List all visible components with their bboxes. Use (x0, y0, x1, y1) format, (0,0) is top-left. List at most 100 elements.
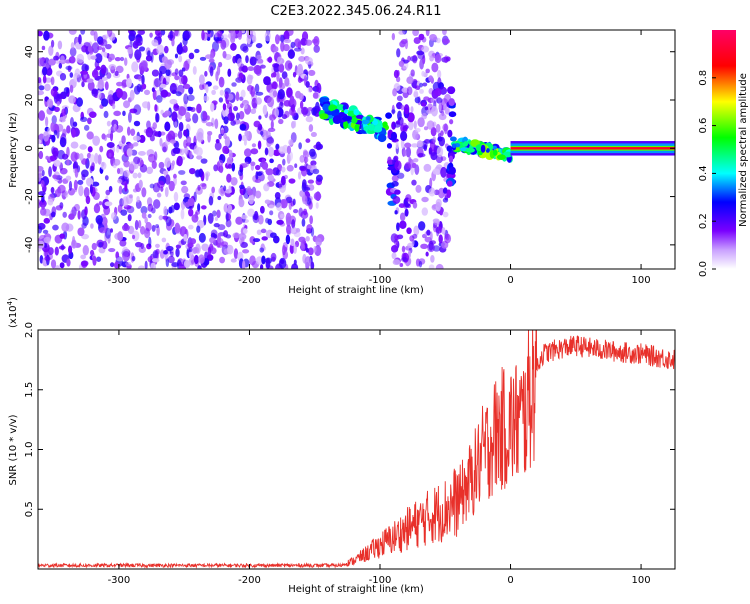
spectrogram-speckle (437, 132, 442, 138)
spectrogram-speckle (57, 93, 64, 100)
spectrogram-speckle (413, 37, 421, 44)
spectrogram-speckle (400, 104, 405, 111)
spectrogram-speckle (132, 172, 138, 179)
spectrogram-speckle (216, 209, 221, 219)
spectrogram-speckle (224, 91, 229, 100)
spectrogram-speckle (68, 30, 77, 35)
spectrogram-speckle (434, 88, 442, 97)
spectrogram-speckle (80, 30, 86, 35)
spectrogram-speckle (195, 147, 203, 157)
spectrogram-speckle (281, 71, 288, 80)
spectrogram-speckle (255, 256, 264, 265)
spectrogram-speckle (42, 75, 47, 84)
spectrogram-speckle (42, 131, 50, 142)
spectrogram-speckle (266, 96, 275, 108)
snr-y-ticks: 0.5 1.0 1.5 2.0 (24, 322, 675, 517)
spectrogram-speckle (274, 191, 281, 200)
spectrogram-speckle (197, 203, 201, 212)
spectrogram-speckle (309, 215, 314, 225)
spectrogram-speckle (126, 142, 134, 151)
spectrogram-speckle (71, 128, 76, 138)
colorbar: 0.0 0.2 0.4 0.6 0.8 Normalized spectral ampl… (698, 30, 749, 277)
spectrogram-speckle (75, 42, 83, 50)
spectrogram-speckle (205, 122, 214, 127)
spectrogram-speckle (417, 51, 425, 60)
spectrogram-speckle (165, 216, 172, 227)
spectrogram-speckle (169, 139, 177, 144)
spectrogram-speckle (97, 79, 105, 90)
spectrogram-speckle (132, 135, 141, 141)
spectrogram-speckle (246, 74, 253, 85)
spectrogram-speckle (89, 249, 95, 256)
spectrogram-speckle (87, 146, 93, 153)
spectrogram-speckle (100, 64, 107, 75)
spectrogram-speckle (267, 174, 275, 181)
spectrogram-speckle (307, 87, 313, 93)
spectrogram-speckle (270, 120, 274, 130)
spectrogram-speckle (144, 260, 148, 269)
snr-x-tick-label: 100 (632, 575, 651, 586)
spectrogram-speckle (54, 265, 61, 269)
spectrogram-speckle (293, 47, 302, 52)
spectrogram-speckle (164, 121, 171, 132)
spectrogram-speckle (101, 47, 106, 53)
spectrogram-speckle (267, 146, 275, 157)
spectrogram-speckle (293, 259, 297, 266)
spectrogram-speckle (49, 155, 57, 162)
spectrogram-speckle (210, 229, 218, 238)
spectrogram-speckle (146, 120, 151, 129)
spectrogram-speckle (439, 210, 443, 216)
spectrogram-speckle (235, 91, 240, 102)
spectrogram-speckle (275, 169, 281, 176)
spectrogram-speckle (249, 56, 257, 66)
spectrogram-speckle (123, 100, 131, 109)
spectrogram-speckle (240, 43, 248, 52)
spectrogram-speckle (230, 258, 237, 263)
spectrogram-region-signal (445, 86, 458, 187)
spectrogram-speckle (290, 238, 295, 247)
spectrogram-speckle (89, 165, 93, 174)
signal-blob (492, 145, 498, 150)
spectrogram-speckle (143, 89, 151, 96)
spectrogram-speckle (259, 247, 265, 253)
spectrogram-speckle (442, 187, 448, 194)
spectrogram-speckle (113, 158, 121, 166)
spectrogram-speckle (435, 123, 441, 133)
spectrogram-frame (37, 29, 676, 270)
spectrogram-speckle (38, 165, 44, 172)
spectrogram-speckle (298, 236, 306, 243)
spectrogram-speckle (89, 184, 93, 194)
spectrogram-speckle (405, 194, 412, 202)
spectrogram-speckle (216, 30, 223, 38)
spectrogram-speckle (444, 108, 450, 115)
colorbar-tick-label: 0.0 (698, 261, 709, 277)
spectrogram-speckle (151, 224, 156, 232)
spectrogram-speckle (141, 101, 150, 109)
spectrogram-speckle (41, 169, 45, 177)
spectrogram-speckle (227, 163, 232, 169)
spectrogram-speckle (115, 125, 124, 133)
spectrogram-speckle (250, 108, 257, 115)
spectrogram-speckle (68, 56, 76, 64)
signal-blob (462, 141, 469, 147)
spectrogram-speckle (51, 115, 57, 125)
spectrogram-speckle (312, 168, 320, 175)
spectrogram-speckle (406, 76, 414, 85)
spectrogram-speckle (67, 245, 73, 254)
colorbar-tick-label: 0.2 (698, 213, 709, 229)
spectrogram-speckle (196, 155, 203, 160)
spectrogram-speckle (243, 103, 248, 110)
spectrogram-speckle (152, 182, 161, 193)
spectrogram-speckle (264, 30, 271, 42)
spectrogram-y-ticks: -40 -20 0 20 40 (24, 45, 675, 253)
spectrogram-speckle (257, 214, 264, 225)
spectrogram-speckle (92, 135, 101, 146)
spectrogram-speckle (65, 175, 72, 181)
signal-blob (496, 154, 506, 160)
spectrogram-speckle (441, 227, 446, 235)
spectrogram-speckle (126, 77, 132, 88)
spectrogram-speckle (51, 134, 56, 143)
spectrogram-speckle (406, 227, 412, 235)
spectrogram-speckle (396, 48, 401, 58)
spectrogram-speckle (222, 50, 227, 59)
